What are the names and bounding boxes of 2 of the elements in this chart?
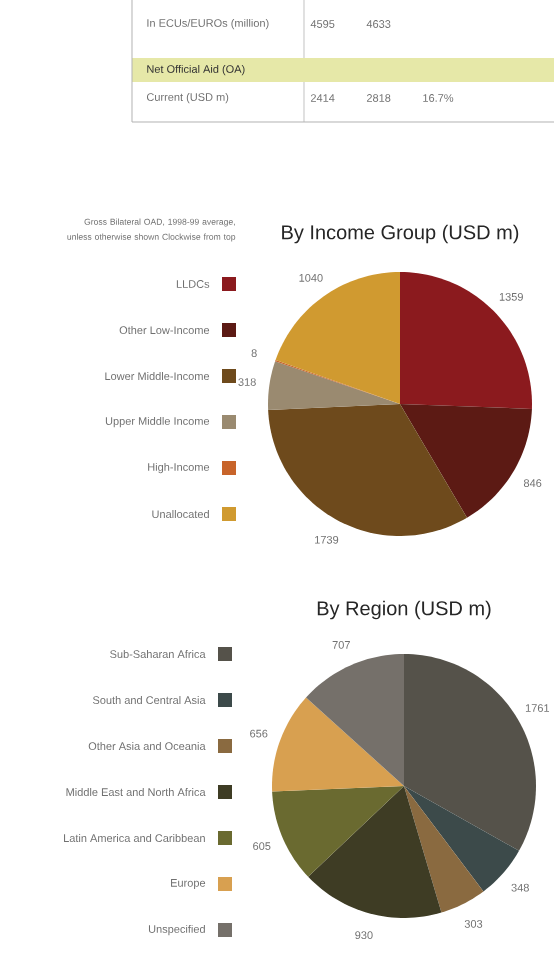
chart-title: By Region (USD m) — [317, 600, 491, 620]
chart-title: By Income Group (USD m) — [282, 224, 519, 244]
